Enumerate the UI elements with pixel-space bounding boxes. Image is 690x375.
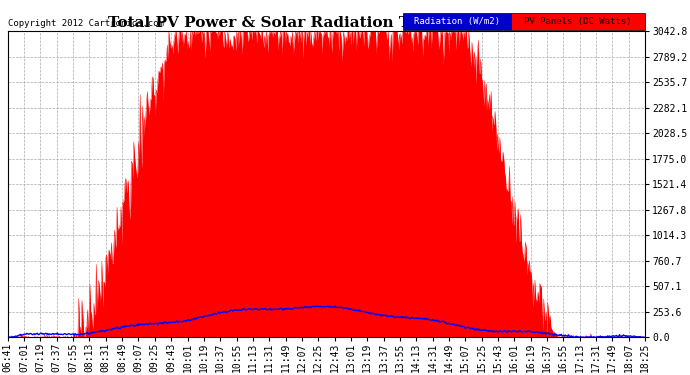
- Text: Radiation (W/m2): Radiation (W/m2): [414, 17, 500, 26]
- FancyBboxPatch shape: [403, 13, 511, 30]
- Text: Copyright 2012 Cartronics.com: Copyright 2012 Cartronics.com: [8, 19, 164, 28]
- Text: PV Panels (DC Watts): PV Panels (DC Watts): [524, 17, 632, 26]
- Title: Total PV Power & Solar Radiation Tue Sep 25 18:42: Total PV Power & Solar Radiation Tue Sep…: [108, 16, 545, 30]
- FancyBboxPatch shape: [511, 13, 645, 30]
